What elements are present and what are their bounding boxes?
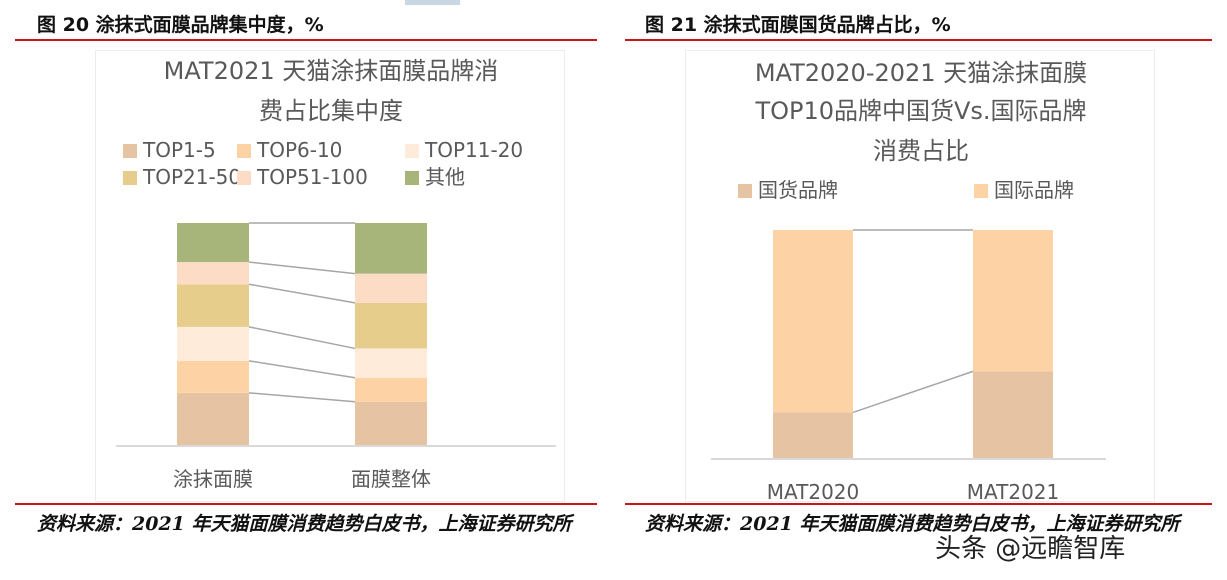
bar-segment xyxy=(355,377,427,402)
chart-title: 费占比集中度 xyxy=(259,97,403,125)
legend-swatch xyxy=(237,144,251,158)
chart-title: TOP10品牌中国货Vs.国际品牌 xyxy=(754,97,1086,125)
bar-segment xyxy=(177,223,249,263)
series-connector xyxy=(248,360,356,379)
series-connector xyxy=(248,392,356,403)
bar-segment xyxy=(177,360,249,393)
legend-label: TOP51-100 xyxy=(256,165,368,189)
legend-label: 国际品牌 xyxy=(994,178,1074,202)
bar-segment xyxy=(177,262,249,285)
x-tick-label: MAT2020 xyxy=(767,480,860,503)
bar-segment xyxy=(773,230,853,413)
bar-segment xyxy=(177,326,249,361)
series-connector xyxy=(248,326,356,350)
bar-segment xyxy=(355,223,427,274)
series-connector xyxy=(248,283,356,304)
x-tick-label: 面膜整体 xyxy=(351,467,431,491)
legend-swatch xyxy=(974,184,988,198)
divider xyxy=(625,503,1212,505)
chart-left: MAT2021 天猫涂抹面膜品牌消 费占比集中度 TOP1-5 TOP6-10 TOP1… xyxy=(95,50,565,502)
legend-label: TOP6-10 xyxy=(256,138,342,162)
chart-title: 消费占比 xyxy=(873,137,969,165)
legend-swatch xyxy=(123,144,137,158)
chart-title: MAT2020-2021 天猫涂抹面膜 xyxy=(755,59,1087,87)
legend-swatch xyxy=(405,144,419,158)
series-connector xyxy=(248,261,356,275)
top-decoration xyxy=(405,0,460,5)
legend-swatch xyxy=(123,171,137,185)
bar-segment xyxy=(355,348,427,378)
x-tick-label: MAT2021 xyxy=(967,480,1060,503)
figure-21-title: 图 21 涂抹式面膜国货品牌占比，% xyxy=(645,14,951,36)
chart-right: MAT2020-2021 天猫涂抹面膜 TOP10品牌中国货Vs.国际品牌 消费占比… xyxy=(685,50,1155,504)
x-tick-label: 涂抹面膜 xyxy=(173,467,253,491)
legend-label: 其他 xyxy=(425,165,465,189)
legend-swatch xyxy=(738,184,752,198)
watermark: 头条 @远瞻智库 xyxy=(935,534,1126,564)
series-connector xyxy=(852,370,974,414)
figure-20-title: 图 20 涂抹式面膜品牌集中度，% xyxy=(37,14,324,36)
bar-segment xyxy=(773,412,853,458)
bar-segment xyxy=(355,401,427,445)
legend-swatch xyxy=(405,171,419,185)
bar-segment xyxy=(177,284,249,327)
divider xyxy=(15,39,597,41)
legend-swatch xyxy=(237,171,251,185)
divider xyxy=(625,39,1212,41)
legend-label: TOP1-5 xyxy=(142,138,216,162)
legend-label: TOP21-50 xyxy=(142,165,241,189)
figure-20-source: 资料来源：2021 年天猫面膜消费趋势白皮书，上海证券研究所 xyxy=(37,513,572,535)
divider xyxy=(15,503,597,505)
legend-label: TOP11-20 xyxy=(424,138,523,162)
bar-segment xyxy=(355,273,427,303)
chart-title: MAT2021 天猫涂抹面膜品牌消 xyxy=(164,57,499,85)
legend-label: 国货品牌 xyxy=(758,178,838,202)
bar-segment xyxy=(973,371,1053,458)
bar-segment xyxy=(355,302,427,349)
bar-segment xyxy=(177,392,249,445)
figure-21-source: 资料来源：2021 年天猫面膜消费趋势白皮书，上海证券研究所 xyxy=(645,513,1180,535)
bar-segment xyxy=(973,230,1053,372)
